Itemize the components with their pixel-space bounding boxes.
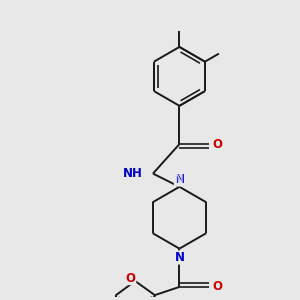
Text: O: O	[213, 138, 223, 151]
Text: N: N	[174, 251, 184, 264]
Text: N: N	[174, 173, 184, 186]
Text: N: N	[176, 173, 184, 186]
Text: O: O	[126, 272, 136, 285]
Text: O: O	[213, 280, 223, 293]
Text: NH: NH	[123, 167, 142, 180]
